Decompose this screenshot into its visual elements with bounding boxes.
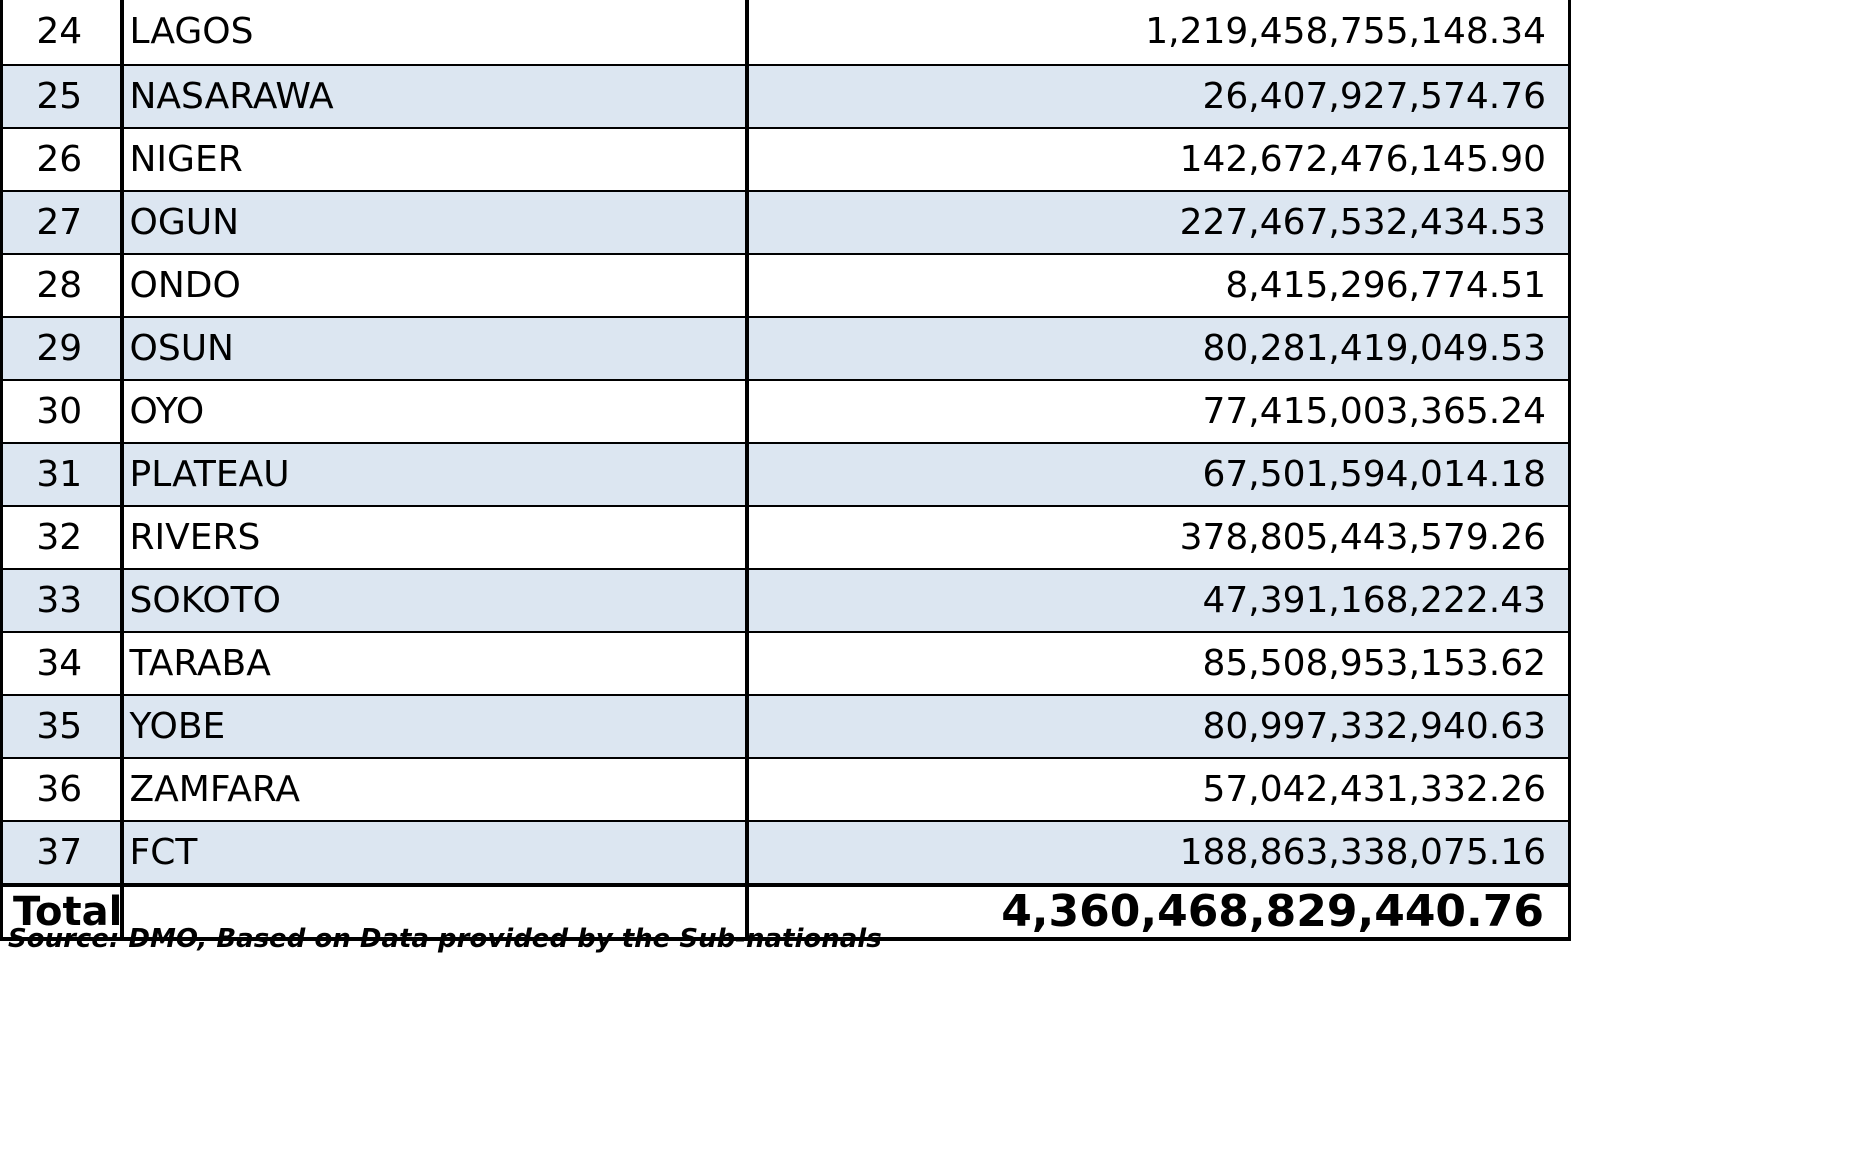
row-debt-amount: 1,219,458,755,148.34: [746, 0, 1571, 66]
row-debt-amount: 188,863,338,075.16: [746, 820, 1571, 886]
table-row: 31 PLATEAU 67,501,594,014.18: [0, 442, 1571, 507]
row-serial-number: 26: [0, 127, 124, 192]
row-debt-amount: 80,281,419,049.53: [746, 316, 1571, 381]
source-note: Source: DMO, Based on Data provided by t…: [8, 924, 882, 954]
table-row: 29 OSUN 80,281,419,049.53: [0, 316, 1571, 381]
row-state-name: OSUN: [121, 316, 749, 381]
row-state-name: SOKOTO: [121, 568, 749, 633]
row-serial-number: 27: [0, 190, 124, 255]
row-state-name: OGUN: [121, 190, 749, 255]
row-serial-number: 32: [0, 505, 124, 570]
row-serial-number: 30: [0, 379, 124, 444]
row-state-name: PLATEAU: [121, 442, 749, 507]
table-row: 24 LAGOS 1,219,458,755,148.34: [0, 0, 1571, 66]
row-debt-amount: 26,407,927,574.76: [746, 64, 1571, 129]
total-state-cell: [121, 883, 749, 941]
table-row: 33 SOKOTO 47,391,168,222.43: [0, 568, 1571, 633]
row-debt-amount: 67,501,594,014.18: [746, 442, 1571, 507]
row-debt-amount: 85,508,953,153.62: [746, 631, 1571, 696]
table-row: 28 ONDO 8,415,296,774.51: [0, 253, 1571, 318]
row-state-name: LAGOS: [121, 0, 749, 66]
row-serial-number: 31: [0, 442, 124, 507]
table-row: 34 TARABA 85,508,953,153.62: [0, 631, 1571, 696]
row-serial-number: 34: [0, 631, 124, 696]
row-debt-amount: 142,672,476,145.90: [746, 127, 1571, 192]
table-row: 27 OGUN 227,467,532,434.53: [0, 190, 1571, 255]
row-state-name: RIVERS: [121, 505, 749, 570]
row-state-name: FCT: [121, 820, 749, 886]
row-serial-number: 37: [0, 820, 124, 886]
row-state-name: NIGER: [121, 127, 749, 192]
table-row: 37 FCT 188,863,338,075.16: [0, 820, 1571, 886]
row-debt-amount: 227,467,532,434.53: [746, 190, 1571, 255]
row-serial-number: 36: [0, 757, 124, 822]
total-debt-amount: 4,360,468,829,440.76: [746, 883, 1571, 941]
row-serial-number: 33: [0, 568, 124, 633]
subnational-debt-table: 24 LAGOS 1,219,458,755,148.34 25 NASARAW…: [0, 0, 1571, 941]
table-row: 36 ZAMFARA 57,042,431,332.26: [0, 757, 1571, 822]
row-state-name: ONDO: [121, 253, 749, 318]
row-debt-amount: 47,391,168,222.43: [746, 568, 1571, 633]
table-row: 26 NIGER 142,672,476,145.90: [0, 127, 1571, 192]
table-row: 25 NASARAWA 26,407,927,574.76: [0, 64, 1571, 129]
row-debt-amount: 80,997,332,940.63: [746, 694, 1571, 759]
row-debt-amount: 57,042,431,332.26: [746, 757, 1571, 822]
row-state-name: ZAMFARA: [121, 757, 749, 822]
row-debt-amount: 378,805,443,579.26: [746, 505, 1571, 570]
table-row: 35 YOBE 80,997,332,940.63: [0, 694, 1571, 759]
row-debt-amount: 77,415,003,365.24: [746, 379, 1571, 444]
row-serial-number: 28: [0, 253, 124, 318]
row-serial-number: 25: [0, 64, 124, 129]
total-row: Total 4,360,468,829,440.76: [0, 883, 1571, 941]
table-row: 30 OYO 77,415,003,365.24: [0, 379, 1571, 444]
row-state-name: YOBE: [121, 694, 749, 759]
row-serial-number: 35: [0, 694, 124, 759]
total-label: Total: [0, 883, 124, 941]
row-serial-number: 24: [0, 0, 124, 66]
row-state-name: TARABA: [121, 631, 749, 696]
row-debt-amount: 8,415,296,774.51: [746, 253, 1571, 318]
debt-stock-page: 24 LAGOS 1,219,458,755,148.34 25 NASARAW…: [0, 0, 1571, 954]
table-row: 32 RIVERS 378,805,443,579.26: [0, 505, 1571, 570]
row-state-name: OYO: [121, 379, 749, 444]
row-serial-number: 29: [0, 316, 124, 381]
row-state-name: NASARAWA: [121, 64, 749, 129]
